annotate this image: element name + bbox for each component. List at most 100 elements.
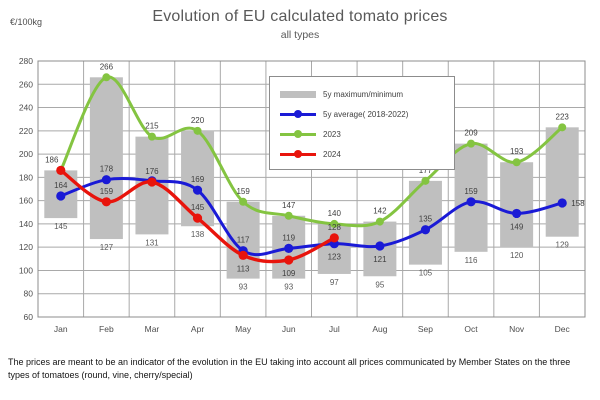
chart-subtitle: all types — [280, 29, 320, 41]
data-label: 117 — [237, 236, 250, 245]
max-min-bar — [500, 162, 534, 248]
data-label: 158 — [571, 199, 585, 208]
data-label: 193 — [510, 147, 524, 156]
y-axis-tick-label: 80 — [24, 289, 34, 299]
data-label: 113 — [237, 264, 250, 273]
legend-item-2023: 2023 — [280, 124, 446, 144]
series-marker — [421, 176, 430, 185]
bar-min-label: 93 — [239, 283, 248, 292]
series-marker — [375, 241, 385, 251]
data-label: 149 — [510, 222, 524, 231]
series-marker — [512, 158, 521, 167]
x-axis-month-label: Jun — [282, 324, 296, 334]
chart-legend: 5y maximum/minimum 5y average( 2018-2022… — [269, 76, 455, 170]
x-axis-month-label: Mar — [145, 324, 160, 334]
data-label: 176 — [145, 167, 159, 176]
y-axis-tick-label: 140 — [19, 219, 33, 229]
series-marker — [147, 132, 156, 141]
series-marker — [56, 191, 66, 201]
data-label: 209 — [464, 129, 478, 138]
data-label: 128 — [328, 223, 342, 232]
data-label: 123 — [328, 253, 342, 262]
data-label: 140 — [328, 209, 342, 218]
legend-label: 2023 — [323, 129, 341, 139]
x-axis-month-label: Nov — [509, 324, 525, 334]
series-marker — [102, 73, 111, 82]
y-axis-tick-label: 220 — [19, 126, 33, 136]
data-label: 215 — [145, 122, 159, 131]
data-label: 109 — [282, 269, 296, 278]
data-label: 145 — [191, 203, 205, 212]
bar-min-label: 120 — [510, 251, 524, 260]
footnote-text: The prices are meant to be an indicator … — [8, 357, 571, 381]
y-axis-tick-label: 260 — [19, 79, 33, 89]
legend-item-2024: 2024 — [280, 144, 446, 164]
series-marker — [329, 233, 339, 243]
data-label: 119 — [282, 233, 295, 242]
series-marker — [101, 197, 111, 207]
y-axis-tick-label: 240 — [19, 103, 33, 113]
bar-min-label: 138 — [191, 230, 205, 239]
series-marker — [193, 126, 202, 135]
x-axis-month-label: Aug — [372, 324, 387, 334]
series-marker — [56, 165, 66, 175]
bar-min-label: 145 — [54, 222, 68, 231]
y-axis-tick-label: 100 — [19, 265, 33, 275]
bar-min-label: 127 — [100, 243, 114, 252]
series-marker — [284, 211, 293, 220]
x-axis-month-label: Dec — [555, 324, 571, 334]
data-label: 142 — [373, 207, 387, 216]
data-label: 223 — [556, 112, 570, 121]
legend-label: 2024 — [323, 149, 341, 159]
average-line-swatch-icon — [280, 109, 316, 118]
bar-min-label: 93 — [284, 283, 293, 292]
series-marker — [147, 177, 157, 187]
series-marker — [557, 198, 567, 208]
x-axis-month-label: Jul — [329, 324, 340, 334]
data-label: 177 — [419, 166, 433, 175]
series-marker — [512, 208, 522, 219]
data-label: 178 — [100, 165, 114, 174]
data-label: 121 — [373, 255, 387, 264]
data-label: 159 — [100, 187, 114, 196]
bar-min-label: 97 — [330, 278, 339, 287]
series-marker — [192, 185, 203, 195]
bar-min-label: 105 — [419, 269, 433, 278]
max-min-bar — [317, 223, 351, 274]
y-axis-tick-label: 160 — [19, 196, 33, 206]
max-min-bar — [545, 127, 579, 237]
y-axis-tick-label: 280 — [19, 56, 33, 66]
y-axis-tick-label: 60 — [24, 312, 34, 322]
series-marker — [192, 213, 203, 223]
max-min-bar — [89, 77, 123, 240]
data-label: 147 — [282, 201, 296, 210]
series-marker — [238, 250, 248, 260]
data-label: 169 — [191, 175, 205, 184]
data-label: 220 — [191, 116, 205, 125]
y-axis-tick-label: 120 — [19, 242, 33, 252]
data-label: 159 — [236, 187, 250, 196]
data-label: 135 — [419, 215, 433, 224]
x-axis-month-label: Sep — [418, 324, 433, 334]
x-axis-month-label: Apr — [191, 324, 204, 334]
y-axis-tick-label: 200 — [19, 149, 33, 159]
y-axis-tick-label: 180 — [19, 172, 33, 182]
data-label: 266 — [100, 62, 114, 71]
x-axis-month-label: May — [235, 324, 252, 334]
x-axis-month-label: Feb — [99, 324, 114, 334]
series-marker — [101, 175, 111, 185]
series-marker — [420, 225, 431, 235]
series-marker — [375, 217, 384, 226]
y-axis-units-label: €/100kg — [10, 17, 43, 27]
series-marker — [467, 139, 476, 148]
price-chart: 60 80 100 120 140 160 180 200 220 240 260 280 145 127… — [19, 56, 586, 334]
chart-title: Evolution of EU calculated tomato prices — [152, 8, 448, 25]
bar-min-label: 116 — [465, 256, 478, 265]
bar-min-label: 95 — [375, 280, 384, 289]
series-marker — [330, 219, 339, 228]
x-axis-month-label: Oct — [464, 324, 478, 334]
series-marker — [558, 123, 567, 132]
series-marker — [239, 197, 248, 206]
plot-border — [37, 60, 586, 318]
data-label: 164 — [54, 181, 68, 190]
